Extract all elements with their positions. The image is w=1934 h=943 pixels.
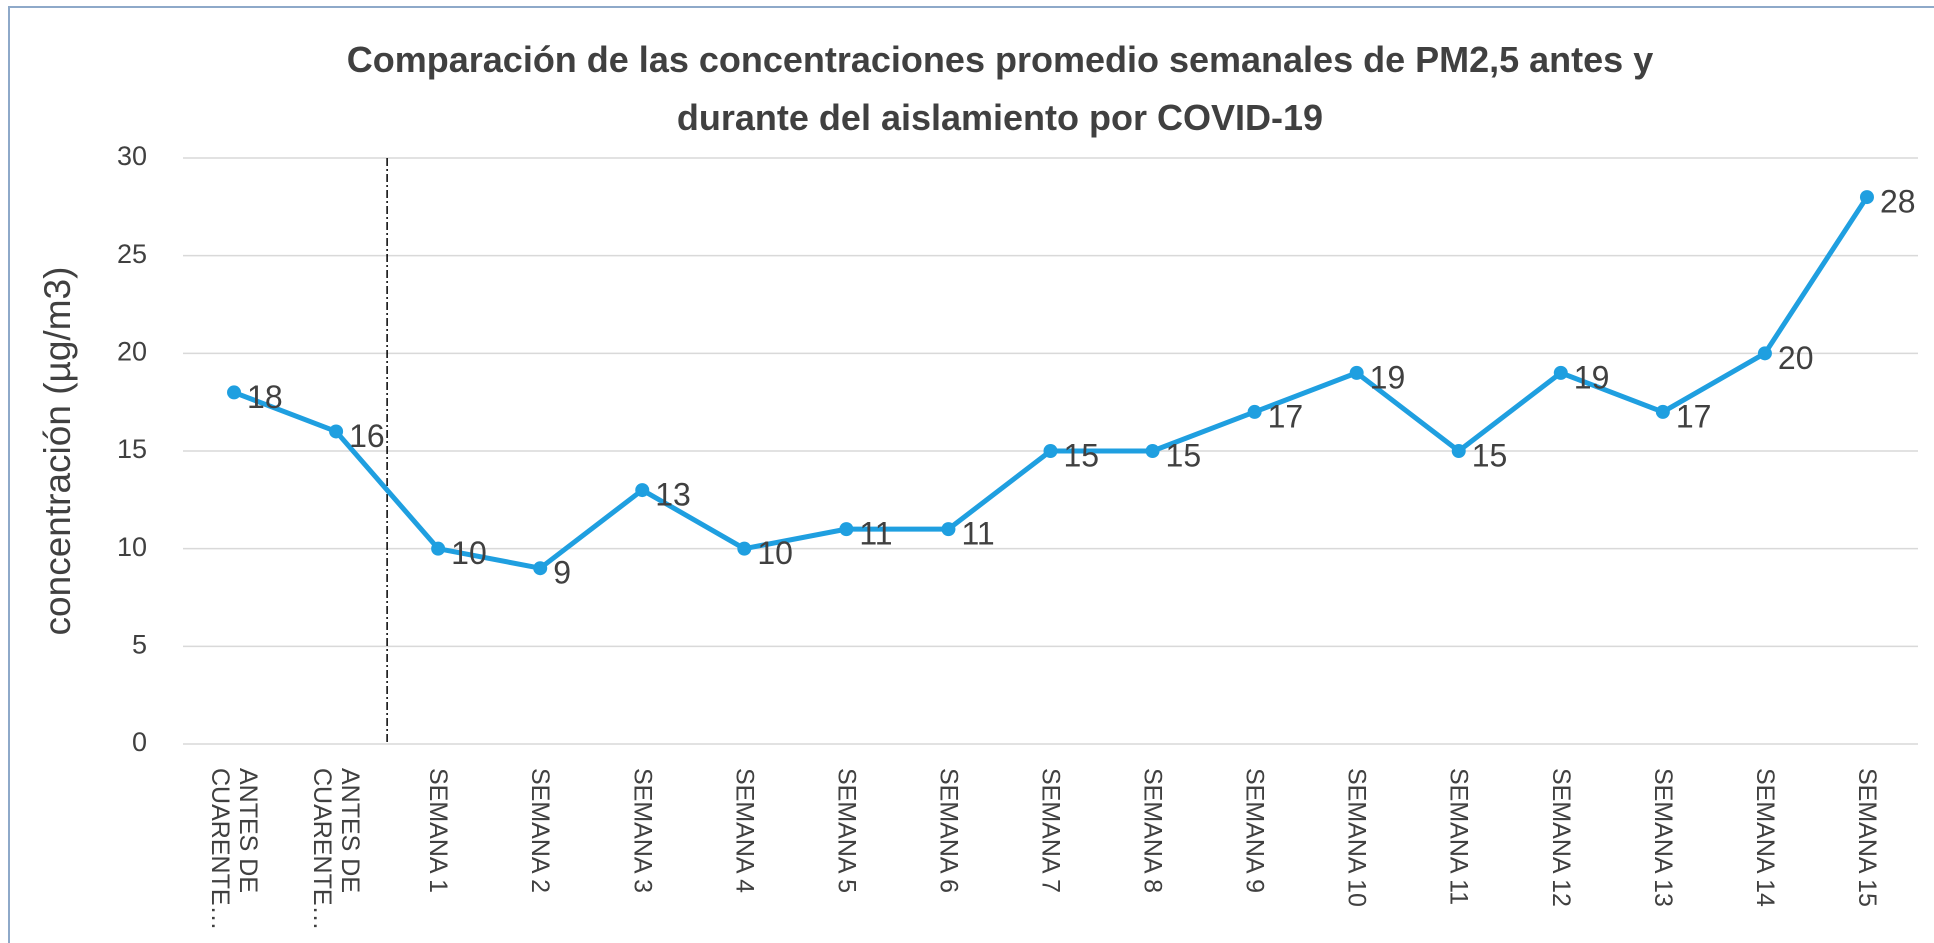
point bbox=[839, 522, 854, 537]
y-tick-label: 20 bbox=[117, 336, 147, 366]
x-tick-label: SEMANA 14 bbox=[1750, 768, 1779, 907]
y-tick-label: 15 bbox=[117, 434, 147, 464]
chart-title: Comparación de las concentraciones prome… bbox=[347, 39, 1653, 138]
y-tick-label: 0 bbox=[132, 727, 147, 757]
point bbox=[1247, 404, 1262, 419]
point bbox=[737, 541, 752, 556]
line bbox=[233, 195, 1870, 571]
data-label: 10 bbox=[451, 535, 487, 571]
point bbox=[941, 522, 956, 537]
data-label: 19 bbox=[1370, 359, 1406, 395]
chart-frame bbox=[8, 6, 1934, 943]
x-tick-label: SEMANA 8 bbox=[1138, 768, 1167, 894]
data-label: 15 bbox=[1166, 437, 1202, 473]
x-tick-label: SEMANA 6 bbox=[934, 768, 963, 894]
point bbox=[1043, 444, 1058, 458]
data-label: 11 bbox=[859, 516, 892, 552]
data-label: 16 bbox=[349, 418, 385, 454]
point bbox=[329, 424, 344, 439]
x-tick-label: SEMANA 7 bbox=[1036, 768, 1065, 894]
x-tick-label: SEMANA 9 bbox=[1240, 768, 1269, 894]
x-tick-label: ANTES DE CUARENTE… bbox=[206, 768, 263, 931]
point bbox=[431, 541, 446, 556]
x-tick-label: ANTES DE CUARENTE… bbox=[308, 768, 365, 931]
x-tick-label: SEMANA 12 bbox=[1546, 768, 1575, 907]
x-tick-label: SEMANA 4 bbox=[730, 768, 759, 894]
point bbox=[1145, 444, 1160, 458]
point bbox=[227, 385, 242, 400]
x-tick-label: SEMANA 5 bbox=[832, 768, 861, 894]
x-tick-label: SEMANA 1 bbox=[424, 768, 453, 894]
data-label: 15 bbox=[1472, 437, 1508, 473]
point bbox=[1349, 365, 1364, 380]
y-tick-label: 10 bbox=[117, 532, 147, 562]
point bbox=[635, 483, 650, 498]
data-label: 15 bbox=[1064, 437, 1100, 473]
y-tick-label: 30 bbox=[117, 141, 147, 171]
y-tick-label: 25 bbox=[117, 239, 147, 269]
point bbox=[1859, 190, 1874, 205]
data-label: 13 bbox=[655, 477, 691, 513]
y-axis-label: concentración (µg/m3) bbox=[37, 267, 78, 636]
data-label: 17 bbox=[1676, 398, 1712, 434]
point bbox=[533, 561, 548, 576]
point bbox=[1757, 346, 1772, 361]
point bbox=[1553, 365, 1568, 380]
data-label: 19 bbox=[1574, 359, 1610, 395]
y-tick-label: 5 bbox=[132, 629, 147, 659]
point bbox=[1451, 444, 1466, 458]
x-tick-label: SEMANA 2 bbox=[526, 768, 555, 894]
data-label: 20 bbox=[1778, 340, 1814, 376]
x-tick-label: SEMANA 3 bbox=[628, 768, 657, 894]
data-label: 17 bbox=[1268, 398, 1304, 434]
data-label: 28 bbox=[1880, 184, 1916, 220]
x-tick-label: SEMANA 10 bbox=[1342, 768, 1371, 907]
data-label: 9 bbox=[553, 555, 571, 591]
data-label: 11 bbox=[961, 516, 994, 552]
data-label: 18 bbox=[247, 379, 283, 415]
x-tick-label: SEMANA 11 bbox=[1444, 768, 1473, 906]
x-tick-label: SEMANA 13 bbox=[1648, 768, 1677, 907]
data-label: 10 bbox=[757, 535, 793, 571]
point bbox=[1655, 404, 1670, 419]
x-tick-label: SEMANA 15 bbox=[1852, 768, 1881, 907]
